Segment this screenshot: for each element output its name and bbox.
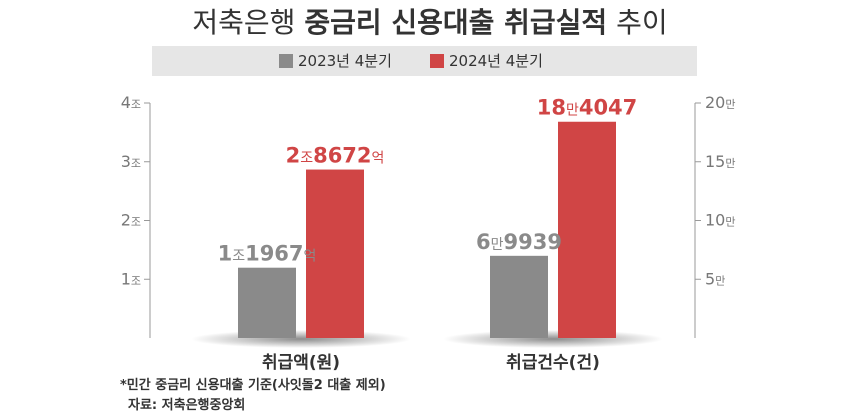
left-axis-tick-label: 3조 <box>121 152 141 171</box>
data-label-2-1: 6만9939 <box>476 230 562 254</box>
chart-title: 저축은행 중금리 신용대출 취급실적 추이 <box>192 6 667 39</box>
data-label-2-2: 18만4047 <box>537 96 638 120</box>
data-labels: 1조1967억 2조8672억 6만9939 18만4047 <box>218 96 638 266</box>
left-axis-tick-label: 1조 <box>121 269 141 288</box>
category-labels: 취급액(원) 취급건수(건) <box>262 352 600 373</box>
right-axis-tick-label: 15만 <box>705 152 735 171</box>
data-label-1-2: 2조8672억 <box>286 144 385 168</box>
axes: 1조 2조 3조 4조 5만 10만 15만 20만 <box>121 93 735 338</box>
category-label-1: 취급액(원) <box>262 352 340 373</box>
bar-1-2 <box>306 169 364 338</box>
left-axis-tick-label: 2조 <box>121 211 141 230</box>
legend-swatch-1 <box>279 54 293 68</box>
category-label-2: 취급건수(건) <box>506 352 600 373</box>
bars <box>238 121 616 338</box>
chart-title-part1: 저축은행 <box>192 6 304 39</box>
bar-1-1 <box>238 267 296 338</box>
right-axis-tick-label: 10만 <box>705 211 735 230</box>
data-label-1-1: 1조1967억 <box>218 242 317 266</box>
chart-title-part3: 추이 <box>607 6 667 39</box>
right-axis-tick-label: 5만 <box>705 269 725 288</box>
left-axis-tick-label: 4조 <box>121 93 141 112</box>
bar-2-2 <box>558 121 616 338</box>
chart-title-part2: 중금리 신용대출 취급실적 <box>304 6 607 39</box>
legend: 2023년 4분기 2024년 4분기 <box>279 52 543 70</box>
footnote-source: 자료: 저축은행중앙회 <box>128 397 245 413</box>
legend-label-1: 2023년 4분기 <box>298 52 392 70</box>
legend-swatch-2 <box>430 54 444 68</box>
legend-label-2: 2024년 4분기 <box>449 52 543 70</box>
footnote-note: *민간 중금리 신용대출 기준(사잇돌2 대출 제외) <box>120 377 386 393</box>
right-axis-tick-label: 20만 <box>705 93 735 112</box>
bar-2-1 <box>490 255 548 338</box>
bar-group-shadow <box>443 330 663 348</box>
bar-group-shadow <box>191 330 411 348</box>
legend-background <box>152 46 697 76</box>
